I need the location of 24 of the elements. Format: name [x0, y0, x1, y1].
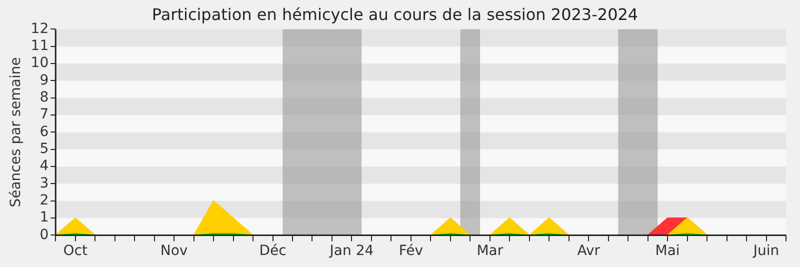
y-tick-label: 5: [40, 141, 49, 158]
x-tick-label: Oct: [63, 243, 88, 260]
x-tick-label: Déc: [259, 243, 286, 260]
x-tick-label: Mar: [476, 243, 504, 260]
y-tick-label: 6: [40, 124, 49, 140]
y-tick-label: 0: [40, 226, 49, 243]
y-tick-label: 7: [40, 106, 49, 123]
y-tick-label: 4: [40, 158, 49, 174]
x-tick-label: Juin: [752, 243, 780, 260]
x-tick-label: Fév: [398, 243, 424, 260]
y-tick-label: 1: [40, 210, 49, 226]
y-axis-title: Séances par semaine: [8, 57, 24, 208]
x-tick-label: Mai: [655, 243, 680, 260]
chart-title: Participation en hémicycle au cours de la session 2023-2024: [152, 4, 638, 24]
y-tick-label: 9: [40, 72, 49, 88]
y-tick-label: 10: [30, 55, 49, 72]
x-tick-label: Avr: [577, 243, 600, 260]
x-tick-label: Nov: [160, 243, 188, 260]
y-tick-label: 3: [40, 175, 49, 192]
y-tick-label: 11: [30, 38, 49, 54]
y-tick-label: 12: [30, 20, 49, 37]
y-tick-label: 2: [40, 192, 49, 209]
y-tick-label: 8: [40, 90, 49, 106]
x-tick-label: Jan 24: [328, 243, 374, 260]
